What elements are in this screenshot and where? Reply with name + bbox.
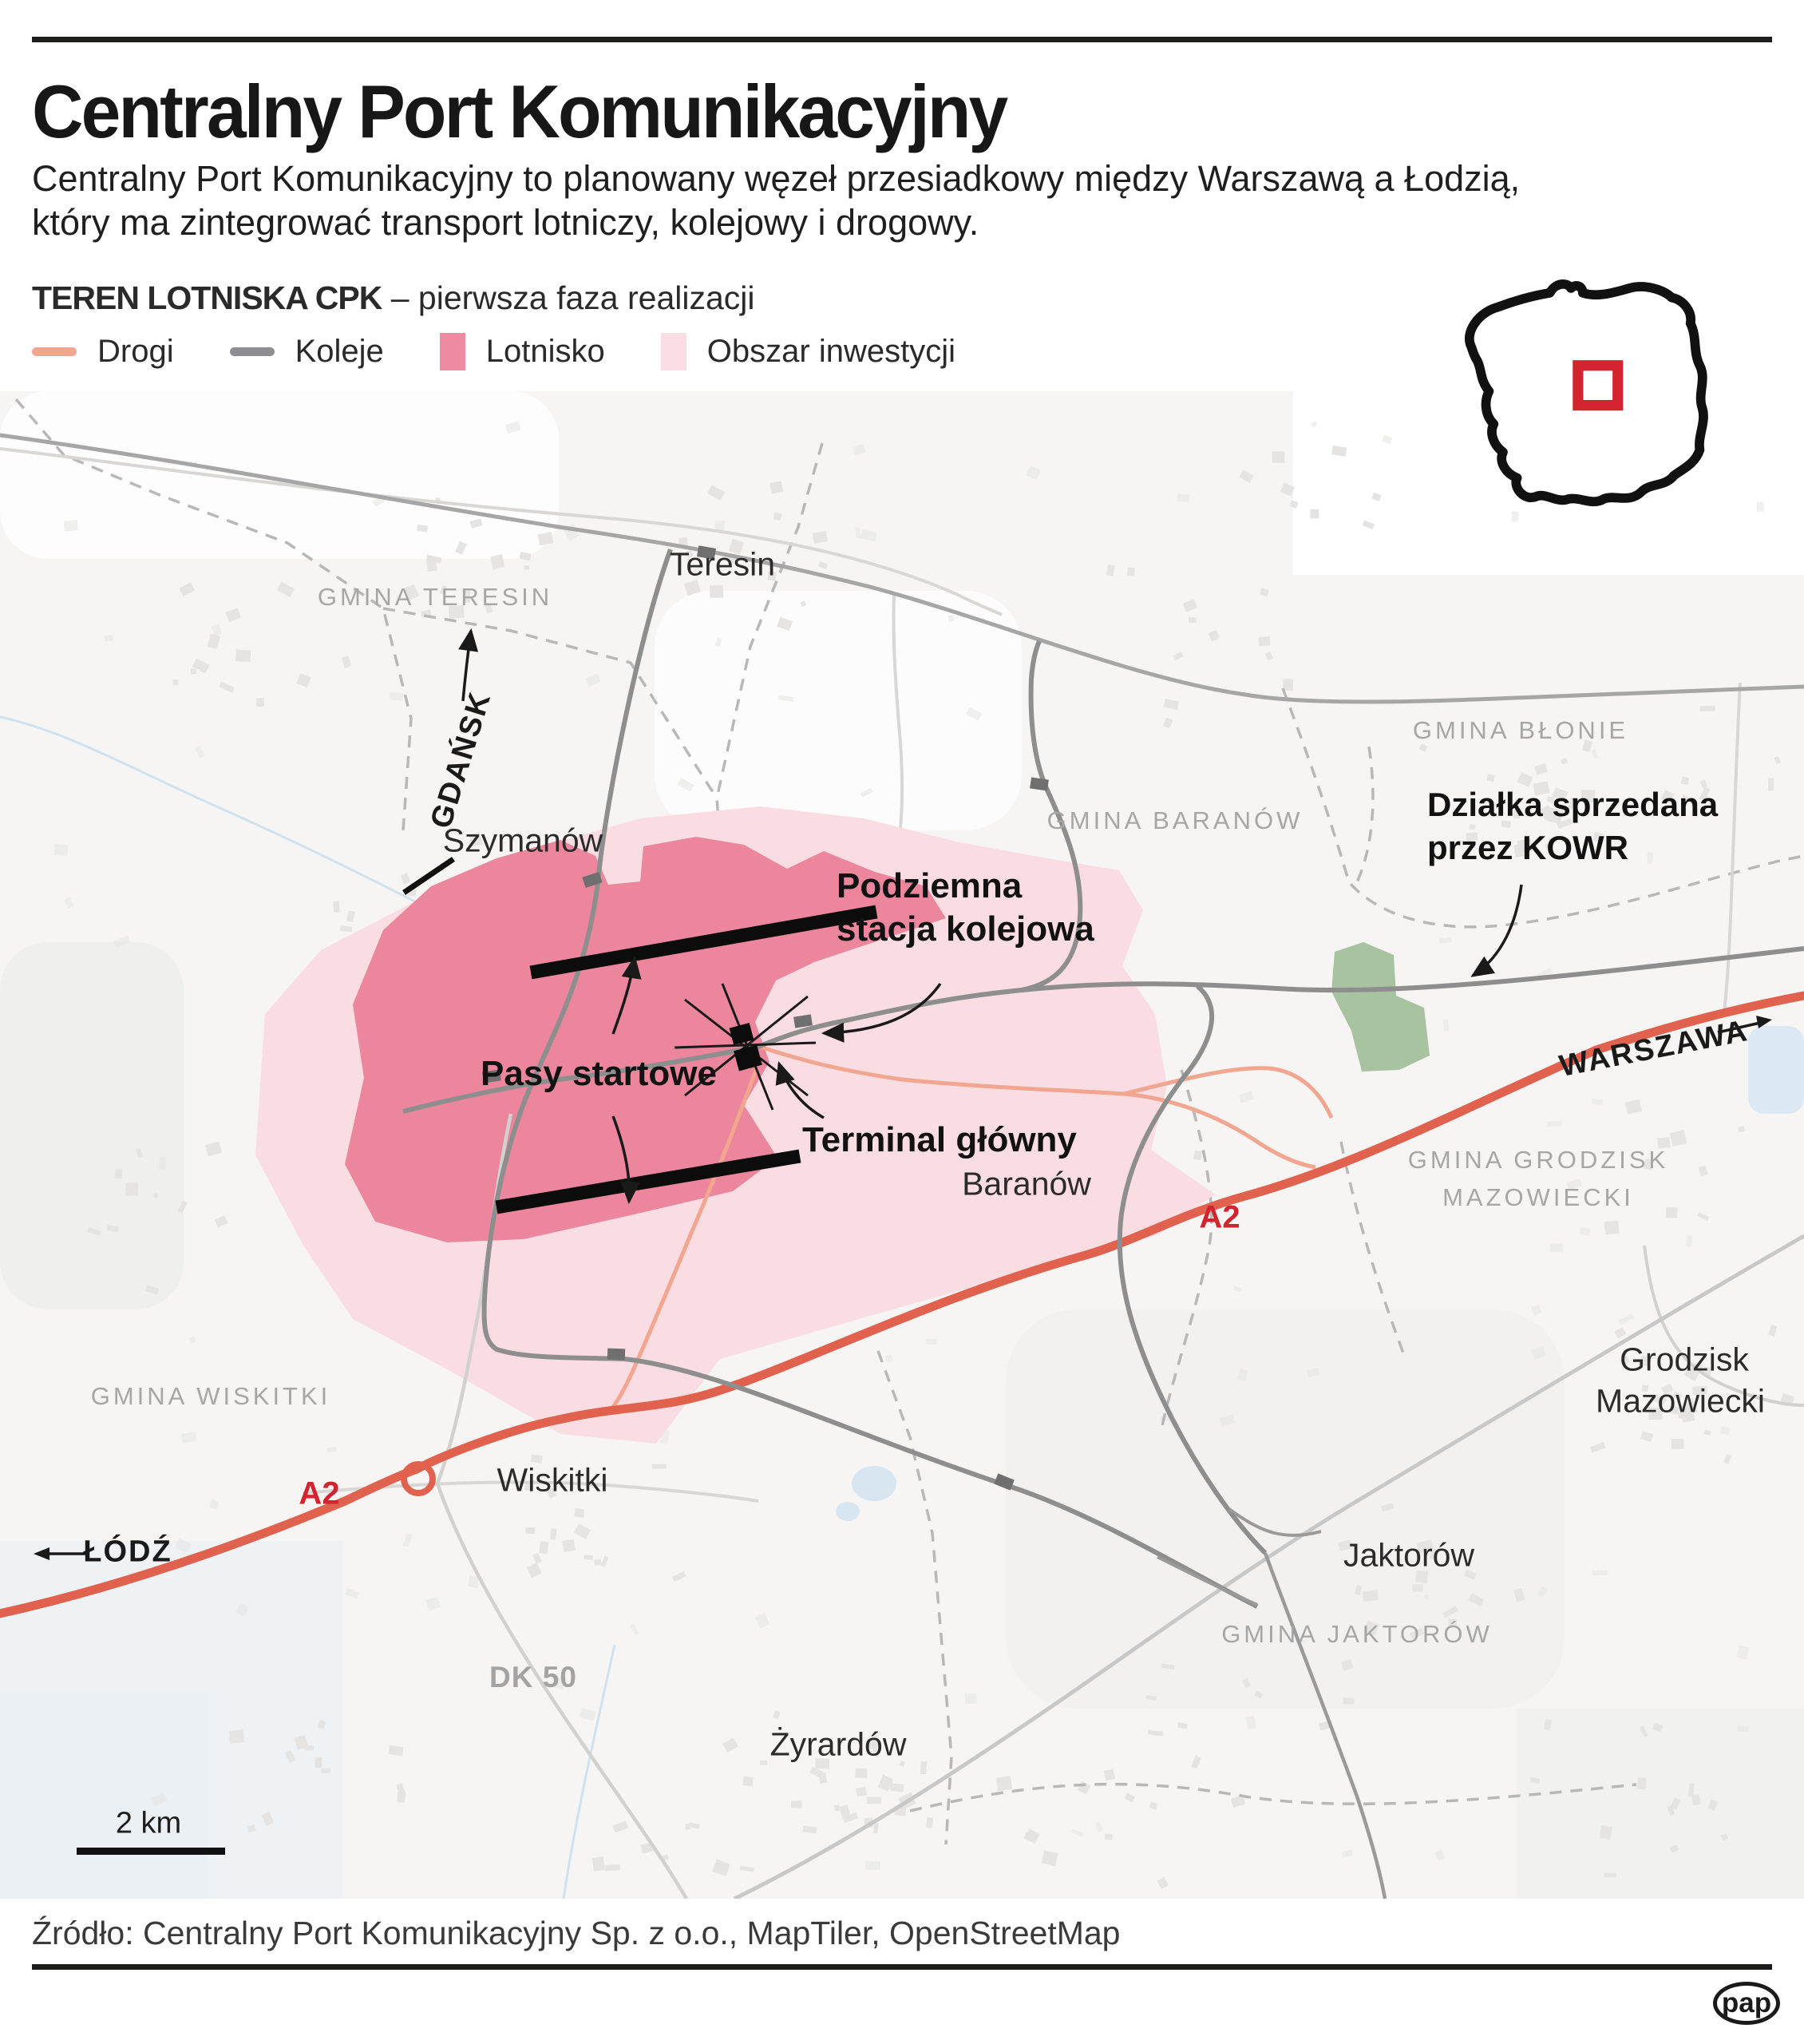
minor-roads xyxy=(0,447,1742,1503)
legend-heading-rest: – pierwsza faza realizacji xyxy=(390,279,755,316)
label-baranow: Baranów xyxy=(962,1165,1091,1202)
cpk-location-marker xyxy=(1573,360,1624,411)
legend-swatch-roads xyxy=(32,347,77,356)
poland-inset-map xyxy=(1464,279,1708,507)
label-gmina-teresin: GMINA TERESIN xyxy=(317,583,553,611)
label-zyrardow: Żyrardów xyxy=(769,1725,907,1763)
building-speckles xyxy=(53,421,1795,1890)
airport-area xyxy=(345,837,946,1242)
legend-label-roads: Drogi xyxy=(97,333,174,369)
annotation-arrows xyxy=(458,628,1523,1205)
lodz-arrow xyxy=(34,1547,86,1560)
pond-small xyxy=(836,1502,860,1521)
pond xyxy=(852,1466,896,1501)
terminal-building-icon xyxy=(729,1023,754,1045)
scale-label: 2 km xyxy=(115,1806,182,1840)
label-szymanow: Szymanów xyxy=(442,822,603,859)
map-ambient-washes xyxy=(0,391,1804,1899)
runways xyxy=(495,905,878,1214)
warszawa-arrow xyxy=(1717,1016,1772,1034)
a2-motorway xyxy=(0,991,1804,1618)
legend-label-railways: Koleje xyxy=(295,333,384,369)
label-kowr-line2: przez KOWR xyxy=(1427,829,1628,866)
runway-south xyxy=(495,1149,801,1214)
legend-swatch-railways xyxy=(229,347,275,356)
label-gmina-grodzisk-line2: MAZOWIECKI xyxy=(1442,1183,1634,1211)
label-grodzisk-line1: Grodzisk xyxy=(1620,1341,1749,1378)
label-jaktorow: Jaktorów xyxy=(1343,1536,1475,1574)
label-station-line1: Podziemna xyxy=(837,866,1023,905)
source-credit: Źródło: Centralny Port Komunikacyjny Sp.… xyxy=(32,1915,1121,1951)
terminal-arrow xyxy=(775,1061,825,1119)
pap-logo: pap xyxy=(1713,1982,1780,2025)
a2-interchange-loop xyxy=(401,1461,436,1496)
label-runways: Pasy startowe xyxy=(481,1054,717,1093)
pond-east xyxy=(1748,1026,1804,1114)
label-lodz-direction: ŁÓDŹ xyxy=(83,1535,172,1569)
description-line-1: Centralny Port Komunikacyjny to planowan… xyxy=(32,158,1521,199)
gdansk-arrow xyxy=(458,628,479,702)
page-title: Centralny Port Komunikacyjny xyxy=(32,69,1008,153)
legend-heading-bold: TEREN LOTNISKA CPK xyxy=(32,279,382,316)
gdansk-rail-tick xyxy=(402,857,455,895)
legend-label-investment-area: Obszar inwestycji xyxy=(706,333,955,369)
label-gmina-jaktorow: GMINA JAKTORÓW xyxy=(1221,1620,1493,1648)
label-wiskitki: Wiskitki xyxy=(496,1461,608,1499)
description-line-2: który ma zintegrować transport lotniczy,… xyxy=(32,202,979,243)
label-gmina-wiskitki: GMINA WISKITKI xyxy=(90,1382,331,1410)
label-kowr-line1: Działka sprzedana xyxy=(1427,786,1719,823)
kowr-plot-area xyxy=(1331,942,1430,1072)
label-a2-east: A2 xyxy=(1199,1199,1240,1235)
legend-swatch-investment-area xyxy=(660,332,686,370)
runway-arrow-up xyxy=(611,955,642,1035)
label-gmina-grodzisk-line1: GMINA GRODZISK xyxy=(1407,1146,1669,1174)
map-graphic xyxy=(0,391,1804,1899)
label-dk50: DK 50 xyxy=(489,1661,577,1693)
planned-roads xyxy=(607,1045,1334,1415)
legend: Drogi Koleje Lotnisko Obszar inwestycji xyxy=(32,329,1011,374)
label-terminal: Terminal główny xyxy=(802,1120,1077,1159)
terminal-building-icon xyxy=(734,1044,762,1072)
label-gmina-blonie: GMINA BŁONIE xyxy=(1412,716,1629,744)
label-a2-west: A2 xyxy=(299,1476,340,1511)
poland-outline xyxy=(1464,279,1708,507)
label-teresin: Teresin xyxy=(669,545,776,583)
kowr-arrow xyxy=(1470,884,1523,977)
station-arrow xyxy=(821,982,942,1043)
top-rule xyxy=(32,37,1772,42)
runway-north xyxy=(529,905,878,980)
railway-stations xyxy=(482,545,1049,1491)
label-station-line2: stacja kolejowa xyxy=(837,909,1094,949)
legend-heading: TEREN LOTNISKA CPK – pierwsza faza reali… xyxy=(32,279,754,317)
page-description: Centralny Port Komunikacyjny to planowan… xyxy=(32,156,1520,244)
legend-label-airport: Lotnisko xyxy=(485,333,605,369)
terminal-complex xyxy=(674,983,817,1111)
legend-swatch-airport xyxy=(439,332,465,370)
label-grodzisk-line2: Mazowiecki xyxy=(1596,1382,1765,1420)
label-gmina-baranow: GMINA BARANÓW xyxy=(1046,806,1304,834)
dk50-road xyxy=(435,1113,688,1899)
grodzisk-road xyxy=(1643,1245,1804,1407)
bottom-rule xyxy=(32,1964,1772,1970)
scale-bar xyxy=(77,1848,225,1855)
runway-arrow-down xyxy=(611,1115,641,1205)
